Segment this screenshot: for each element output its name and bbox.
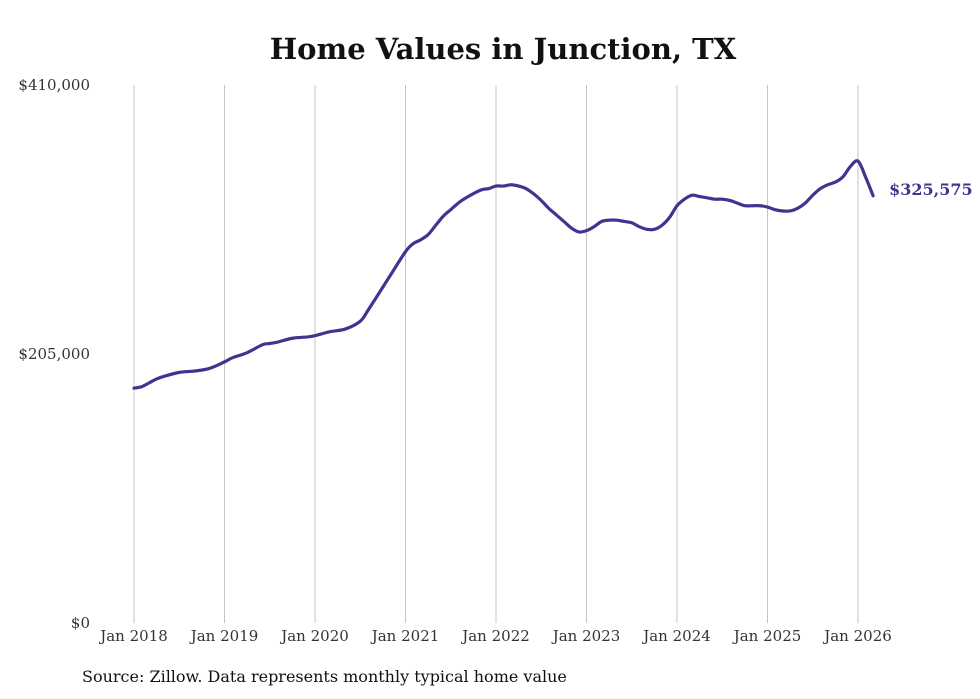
annotations: $325,575 (889, 180, 973, 199)
chart-title: Home Values in Junction, TX (270, 32, 737, 66)
x-tick-label: Jan 2025 (732, 627, 802, 645)
x-tick-label: Jan 2018 (98, 627, 168, 645)
x-tick-label: Jan 2024 (641, 627, 711, 645)
gridlines (133, 85, 859, 623)
x-tick-label: Jan 2021 (370, 627, 440, 645)
source-note: Source: Zillow. Data represents monthly … (82, 667, 567, 686)
y-tick-label: $410,000 (18, 76, 90, 94)
y-tick-label: $205,000 (18, 345, 90, 363)
end-value-label: $325,575 (889, 180, 973, 199)
series-line-home-value (132, 159, 875, 390)
y-axis-ticks: $0 $205,000 $410,000 (18, 76, 90, 632)
x-tick-label: Jan 2026 (822, 627, 892, 645)
x-tick-label: Jan 2019 (189, 627, 259, 645)
y-tick-label: $0 (71, 614, 90, 632)
x-tick-label: Jan 2023 (551, 627, 621, 645)
x-tick-label: Jan 2022 (460, 627, 530, 645)
series-layer (132, 159, 875, 390)
x-tick-label: Jan 2020 (279, 627, 349, 645)
x-axis-ticks: Jan 2018 Jan 2019 Jan 2020 Jan 2021 Jan 2022… (98, 627, 892, 645)
